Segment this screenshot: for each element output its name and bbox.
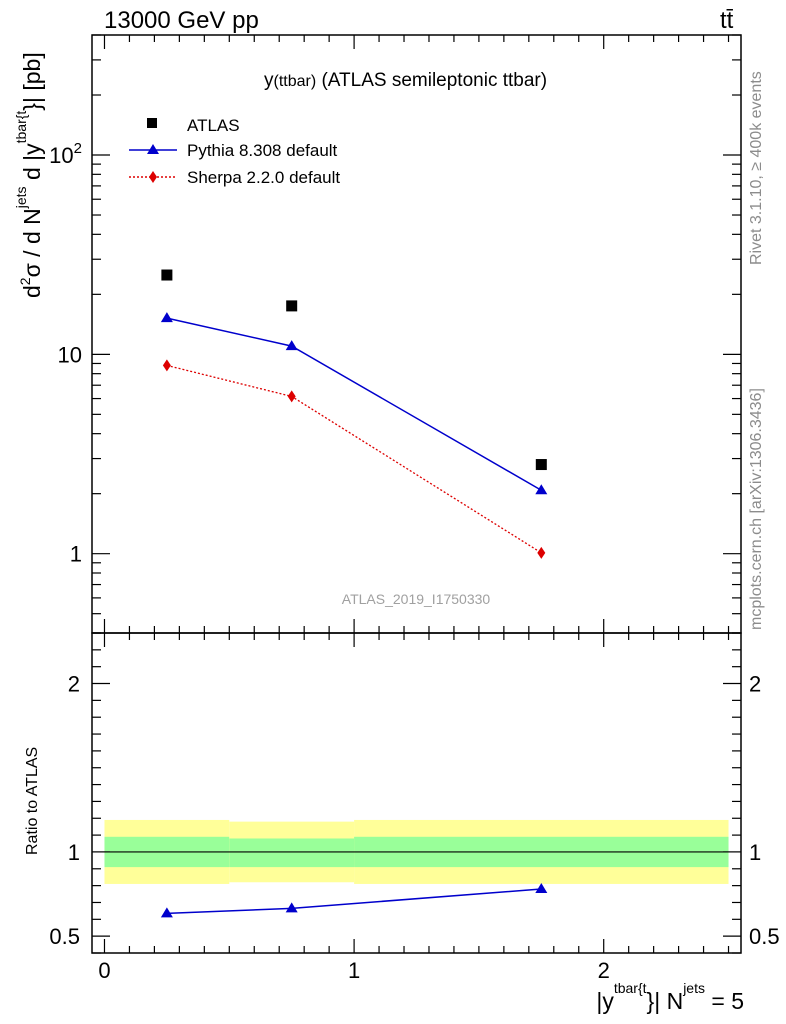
legend-sherpa-marker <box>149 171 157 183</box>
axis-ticks <box>92 34 741 954</box>
sherpa-line <box>166 364 542 554</box>
legend: ATLAS Pythia 8.308 default Sherpa 2.2.0 … <box>129 116 340 187</box>
legend-pythia-label: Pythia 8.308 default <box>187 141 338 160</box>
atlas-data-point <box>535 459 547 471</box>
axis-tick-labels: 0 1 2 1 10 102 0.5 0.5 1 1 2 2 <box>49 140 779 983</box>
energy-label: 13000 GeV pp <box>104 7 259 34</box>
legend-sherpa-label: Sherpa 2.2.0 default <box>187 168 340 187</box>
main-y-tick-label: 102 <box>49 140 82 168</box>
legend-atlas-label: ATLAS <box>187 116 240 135</box>
main-y-axis-label: d2σ / d Njets d |ytbar{t}| [pb] <box>13 52 45 298</box>
ratio-uncertainty-bands <box>92 819 741 884</box>
pythia-point <box>535 484 548 495</box>
analysis-id: ATLAS_2019_I1750330 <box>342 591 491 607</box>
x-tick-label: 0 <box>98 958 110 983</box>
atlas-data-point <box>286 300 298 312</box>
ratio-y-tick-label-right: 0.5 <box>749 924 780 949</box>
pythia-ratio-point <box>535 883 548 893</box>
sherpa-point <box>162 359 171 372</box>
rivet-label: Rivet 3.1.10, ≥ 400k events <box>748 71 765 265</box>
x-tick-label: 1 <box>348 958 360 983</box>
ratio-y-tick-label-right: 1 <box>749 840 761 865</box>
pythia-point <box>285 340 298 351</box>
pythia-ratio-point <box>285 902 298 913</box>
pythia-ratio-point <box>160 907 173 918</box>
ratio-band-inner <box>229 838 355 868</box>
ratio-panel-frame <box>91 632 742 954</box>
atlas-data-point <box>161 269 173 281</box>
ratio-y-tick-label: 1 <box>68 840 80 865</box>
ratio-y-tick-label-right: 2 <box>749 672 761 697</box>
sherpa-point <box>287 390 296 403</box>
pythia-line <box>166 317 542 491</box>
source-label: mcplots.cern.ch [arXiv:1306.3436] <box>748 388 765 630</box>
ratio-y-tick-label: 2 <box>68 672 80 697</box>
pythia-point <box>160 312 173 323</box>
legend-pythia-marker <box>147 144 159 154</box>
x-tick-label: 2 <box>598 958 610 983</box>
ratio-y-axis-label: Ratio to ATLAS <box>24 747 41 855</box>
plot-title: y(ttbar) (ATLAS semileptonic ttbar) <box>264 70 547 91</box>
sherpa-point <box>537 546 546 559</box>
main-y-tick-label: 10 <box>58 342 82 367</box>
ratio-series <box>160 883 548 918</box>
ratio-y-tick-label: 0.5 <box>49 924 80 949</box>
main-y-tick-label: 1 <box>70 542 82 567</box>
process-label: tt̄ <box>720 7 734 34</box>
x-axis-label: |ytbar{t}| Njets = 5 <box>596 980 744 1014</box>
legend-atlas-marker <box>147 118 157 128</box>
main-series <box>160 269 548 559</box>
pythia-ratio-line <box>166 888 542 915</box>
